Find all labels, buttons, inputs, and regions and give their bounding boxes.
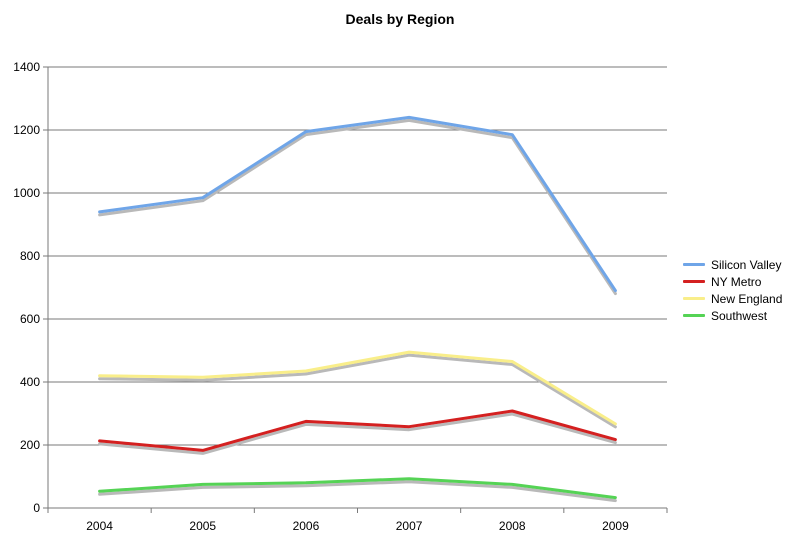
- legend-swatch: [683, 314, 705, 317]
- legend-label: Southwest: [711, 308, 768, 323]
- y-tick-label: 200: [20, 438, 40, 452]
- legend-swatch: [683, 297, 705, 300]
- legend-item: NY Metro: [683, 273, 782, 290]
- series-shadows: [98, 118, 617, 503]
- legend-swatch: [683, 263, 705, 266]
- y-tick-label: 400: [20, 375, 40, 389]
- x-tick-label: 2004: [86, 519, 113, 533]
- legend-label: NY Metro: [711, 274, 762, 289]
- y-tick-label: 1400: [13, 60, 40, 74]
- series-line-southwest: [98, 477, 617, 500]
- y-tick-label: 800: [20, 249, 40, 263]
- x-tick-label: 2006: [293, 519, 320, 533]
- x-tick-label: 2007: [396, 519, 423, 533]
- series-shadow: [98, 480, 617, 503]
- axes: [43, 66, 668, 513]
- series-shadow: [98, 353, 617, 429]
- legend-swatch: [683, 280, 705, 283]
- y-tick-label: 1200: [13, 123, 40, 137]
- tick-labels: 0 200 400 600 800 1000 1200 1400 2004 2005 2006 200…: [13, 60, 629, 533]
- series-shadow: [98, 412, 617, 455]
- series-line-ny-metro: [98, 409, 617, 452]
- legend-item: Silicon Valley: [683, 256, 782, 273]
- series-lines: [98, 115, 617, 500]
- x-tick-label: 2005: [189, 519, 216, 533]
- legend-label: New England: [711, 291, 783, 306]
- chart-title: Deals by Region: [345, 11, 455, 27]
- series-line-silicon-valley: [98, 115, 617, 293]
- y-tick-label: 600: [20, 312, 40, 326]
- legend-item: Southwest: [683, 307, 782, 324]
- grid-lines: [48, 66, 667, 446]
- legend-item: New England: [683, 290, 782, 307]
- series-line-new-england: [98, 350, 617, 426]
- y-tick-label: 0: [33, 501, 40, 515]
- series-shadow: [98, 118, 617, 296]
- y-tick-label: 1000: [13, 186, 40, 200]
- x-tick-label: 2009: [602, 519, 629, 533]
- legend-label: Silicon Valley: [711, 257, 782, 272]
- legend: Silicon Valley NY Metro New England Southwe…: [683, 256, 782, 324]
- x-tick-label: 2008: [499, 519, 526, 533]
